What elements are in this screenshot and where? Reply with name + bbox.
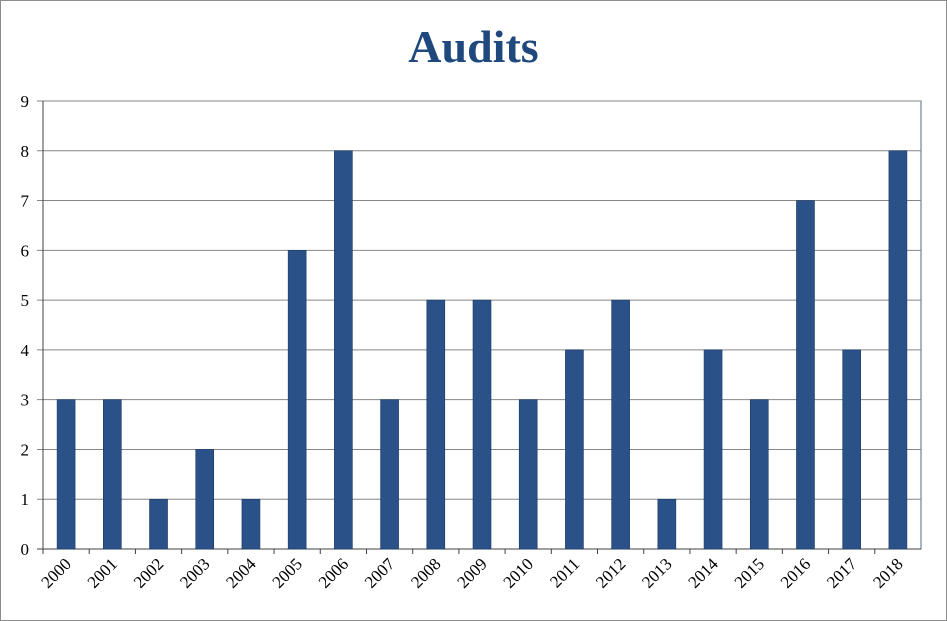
- y-tick-label: 7: [21, 192, 30, 211]
- bar-2003: [195, 449, 215, 550]
- x-tick-label: 2016: [777, 554, 814, 591]
- bar-2018: [888, 150, 908, 550]
- y-tick-label: 6: [21, 241, 30, 260]
- bar-2015: [749, 399, 769, 550]
- bar-2012: [611, 299, 630, 550]
- x-tick-label: 2009: [453, 554, 490, 591]
- bar-2011: [565, 349, 584, 550]
- bar-2010: [518, 399, 538, 550]
- bar-2009: [472, 299, 492, 550]
- bar-2017: [842, 349, 861, 550]
- bar-2013: [657, 498, 677, 550]
- x-tick-label: 2006: [315, 554, 352, 591]
- x-tick-label: 2011: [546, 554, 583, 591]
- y-tick-label: 8: [21, 142, 30, 161]
- bar-2016: [796, 200, 815, 550]
- y-tick-label: 2: [21, 440, 30, 459]
- y-tick-label: 5: [21, 291, 30, 310]
- chart-title: Audits: [408, 21, 539, 72]
- x-tick-label: 2008: [407, 554, 444, 591]
- bar-2014: [703, 349, 723, 550]
- x-tick-label: 2007: [361, 554, 399, 592]
- x-tick-label: 2013: [638, 554, 675, 591]
- x-tick-label: 2015: [731, 554, 768, 591]
- x-tick-label: 2010: [500, 554, 537, 591]
- bars: [42, 150, 908, 554]
- x-axis-ticks: 2000 2001 2002 2003 2004 2005 2006 2007 2008 2009…: [37, 554, 906, 592]
- bar-2001: [103, 399, 122, 550]
- y-axis-ticks: 0 1 2 3 4 5 6 7 8 9: [21, 92, 30, 559]
- x-tick-label: 2012: [592, 554, 629, 591]
- x-tick-label: 2003: [176, 554, 213, 591]
- bar-2002: [149, 498, 168, 550]
- x-tick-label: 2017: [823, 554, 861, 592]
- x-tick-label: 2000: [37, 554, 74, 591]
- bar-2004: [241, 498, 261, 550]
- y-tick-label: 3: [21, 391, 30, 410]
- bar-2000: [56, 399, 76, 550]
- bar-2007: [380, 399, 399, 550]
- y-tick-label: 4: [21, 341, 30, 360]
- gridlines: [37, 100, 922, 550]
- y-tick-label: 1: [21, 490, 30, 509]
- y-tick-label: 0: [21, 540, 30, 559]
- bar-2008: [426, 299, 446, 550]
- x-tick-label: 2005: [269, 554, 306, 591]
- x-tick-label: 2014: [684, 554, 722, 592]
- bar-2005: [287, 250, 307, 550]
- bar-2006: [334, 150, 353, 550]
- x-tick-label: 2001: [84, 554, 121, 591]
- x-tick-label: 2018: [869, 554, 906, 591]
- x-tick-label: 2004: [222, 554, 260, 592]
- x-tick-label: 2002: [130, 554, 167, 591]
- y-tick-label: 9: [21, 92, 30, 111]
